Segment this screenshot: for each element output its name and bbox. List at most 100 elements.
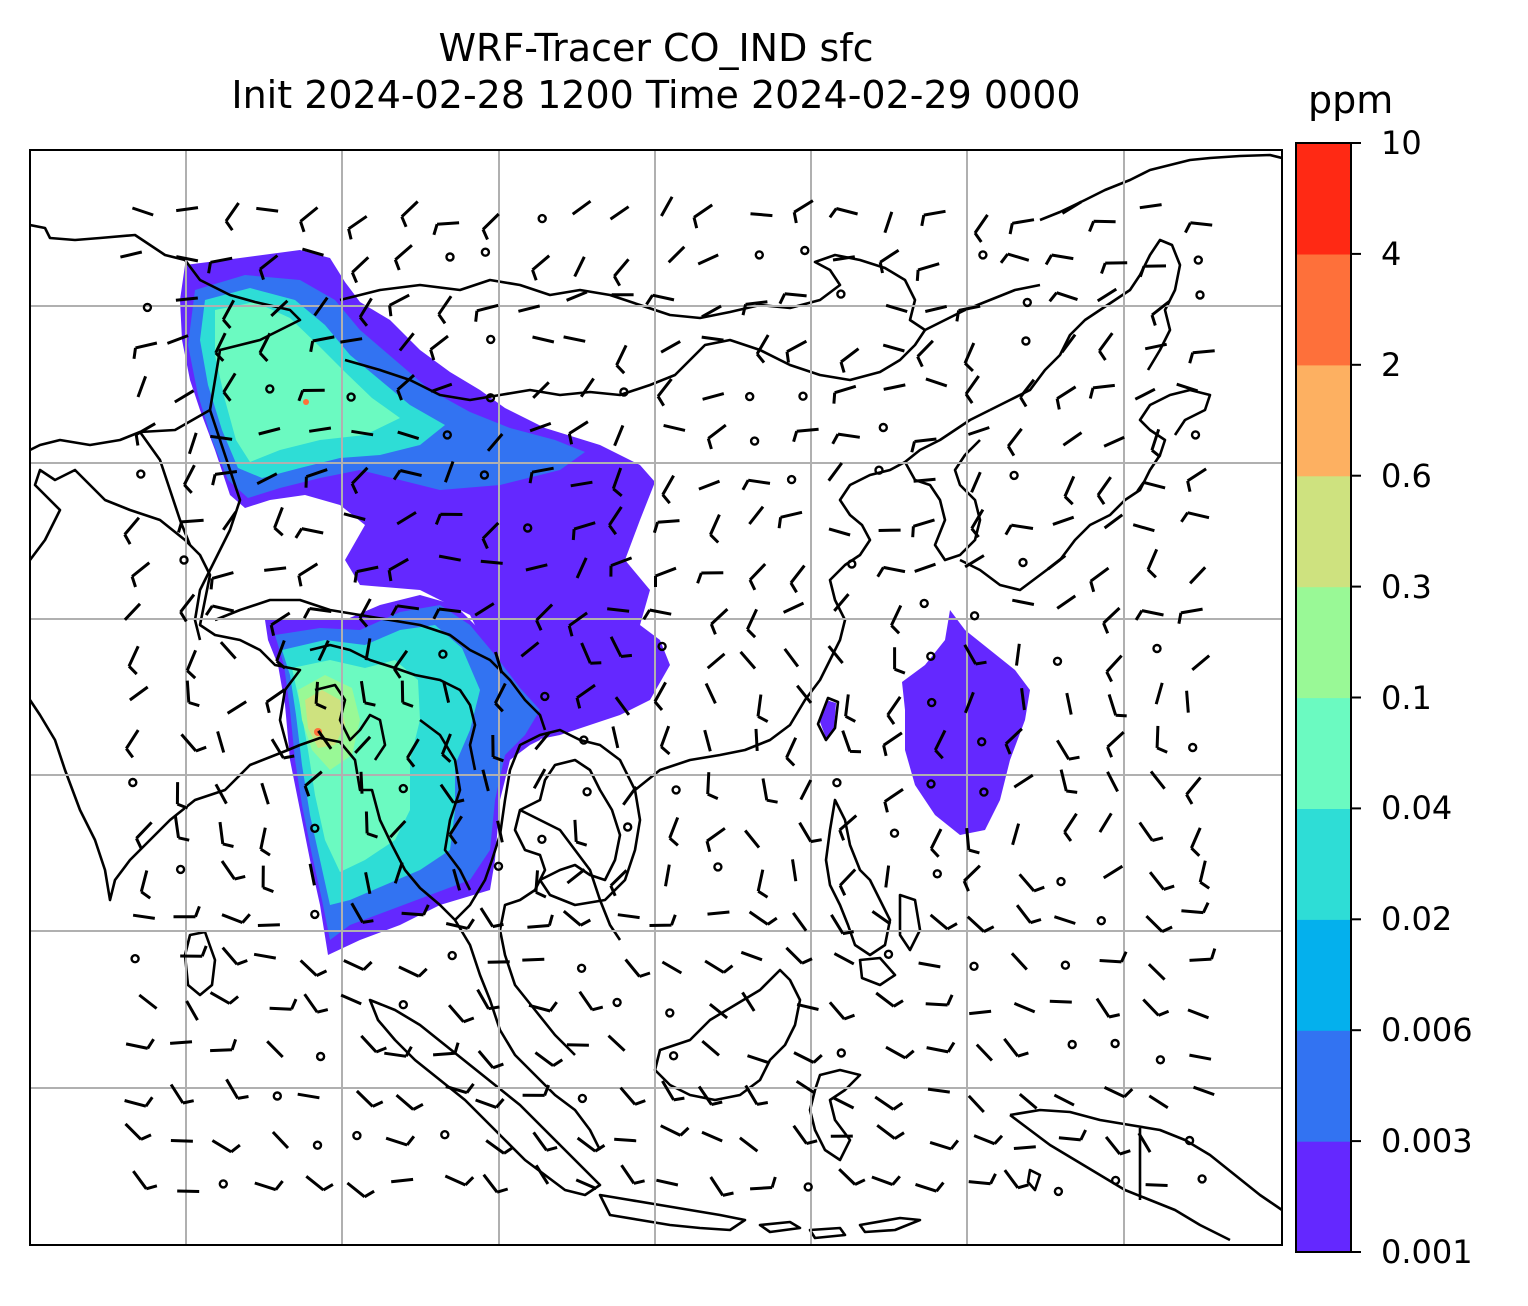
- wind-barb: [661, 960, 683, 975]
- wind-barb: [204, 604, 235, 616]
- map-frame: [29, 149, 1283, 1246]
- wind-barb: [1052, 515, 1075, 526]
- wind-barb: [174, 389, 195, 404]
- wind-barb: [785, 946, 813, 965]
- calm-wind-circle: [438, 649, 448, 659]
- wind-barb: [437, 295, 453, 325]
- wind-barb: [970, 471, 982, 493]
- wind-barb: [429, 334, 449, 361]
- wind-barb: [1088, 219, 1116, 233]
- wind-barb: [701, 1130, 723, 1143]
- colorbar-band: [1296, 143, 1351, 255]
- wind-barb: [573, 256, 586, 278]
- wind-barb: [185, 649, 197, 680]
- wind-barb: [871, 1175, 901, 1187]
- wind-barb: [1185, 690, 1190, 713]
- wind-barb: [761, 778, 778, 804]
- wind-barb: [214, 783, 228, 805]
- wind-barb: [614, 1137, 637, 1143]
- wind-barb: [1098, 332, 1114, 361]
- calm-wind-circle: [713, 862, 723, 872]
- wind-barb: [1096, 287, 1118, 303]
- wind-barb: [1102, 606, 1121, 634]
- wind-barb: [926, 1041, 956, 1054]
- calm-wind-circle: [440, 1129, 450, 1140]
- wind-barb: [258, 332, 272, 363]
- colorbar-tick-label: 0.1: [1381, 678, 1432, 717]
- wind-barb: [445, 1083, 475, 1095]
- wind-barb: [883, 211, 894, 234]
- wind-barb: [210, 434, 233, 441]
- wind-barb: [1105, 654, 1123, 683]
- wind-barb: [654, 566, 677, 587]
- wind-barb: [218, 821, 234, 848]
- wind-barb: [221, 946, 248, 966]
- calm-wind-circle: [346, 392, 356, 402]
- calm-wind-circle: [128, 777, 138, 788]
- wind-barb: [1138, 264, 1167, 278]
- wind-barb: [750, 212, 773, 218]
- calm-wind-circle: [919, 598, 929, 609]
- wind-barb: [878, 248, 900, 274]
- calm-wind-circle: [665, 1008, 675, 1018]
- border-pakistan-afghanistan: [138, 431, 192, 546]
- wind-barb: [611, 726, 620, 749]
- wind-barb: [180, 733, 207, 753]
- wind-barb: [256, 206, 279, 213]
- wind-barb: [393, 861, 404, 884]
- wind-barb: [350, 902, 374, 924]
- calm-wind-circle: [485, 393, 496, 403]
- wind-barb: [479, 907, 504, 929]
- calm-wind-circle: [577, 1093, 588, 1104]
- wind-barb: [915, 262, 940, 282]
- wind-barb: [432, 1042, 460, 1057]
- wind-barb: [611, 467, 623, 498]
- wind-barb: [833, 1096, 855, 1110]
- border-bangladesh: [314, 683, 387, 761]
- wind-barb: [358, 297, 373, 327]
- coast-bangladesh: [287, 736, 602, 1151]
- wind-barb: [175, 296, 198, 302]
- wind-barb: [475, 1098, 505, 1109]
- wind-barb: [783, 648, 800, 668]
- wind-barb: [567, 611, 588, 637]
- wind-barb: [827, 462, 844, 482]
- wind-barb: [882, 731, 903, 757]
- wind-barb: [580, 642, 602, 665]
- colorbar-tick-label: 0.006: [1381, 1011, 1473, 1050]
- calm-wind-circle: [579, 735, 589, 745]
- wind-barb: [1146, 548, 1159, 579]
- wind-barb: [220, 860, 246, 881]
- wind-barb: [132, 1170, 158, 1191]
- wind-barb: [741, 478, 771, 491]
- wind-barb: [308, 863, 316, 886]
- wind-barb: [1189, 1053, 1212, 1061]
- wind-barb: [964, 691, 975, 714]
- wind-barb: [534, 1164, 550, 1185]
- calm-wind-circle: [1195, 290, 1205, 300]
- calm-wind-circle: [668, 1051, 679, 1061]
- wind-barb: [299, 959, 328, 977]
- calm-wind-circle: [1184, 1135, 1195, 1146]
- wind-barb: [391, 1177, 414, 1184]
- calm-wind-circle: [1009, 470, 1019, 481]
- calm-wind-circle: [1052, 656, 1063, 666]
- wind-barb: [400, 680, 414, 708]
- colorbar-tick-label: 0.3: [1381, 567, 1432, 606]
- wind-barb: [364, 811, 378, 839]
- wind-barb: [317, 639, 330, 662]
- wind-barb: [1015, 643, 1021, 666]
- wind-barb: [967, 1094, 985, 1114]
- calm-wind-circle: [576, 963, 587, 973]
- wind-barb: [1145, 1183, 1168, 1187]
- wind-barb: [567, 420, 589, 445]
- wind-barb: [264, 566, 287, 572]
- wind-barb: [434, 512, 463, 525]
- wind-barb: [222, 372, 237, 402]
- wind-barb: [756, 694, 769, 723]
- wind-barb: [617, 913, 640, 920]
- calm-wind-circle: [889, 828, 900, 838]
- wind-barb: [838, 1168, 866, 1186]
- colorbar-tick-label: 4: [1381, 234, 1402, 273]
- wind-barb: [384, 1045, 413, 1058]
